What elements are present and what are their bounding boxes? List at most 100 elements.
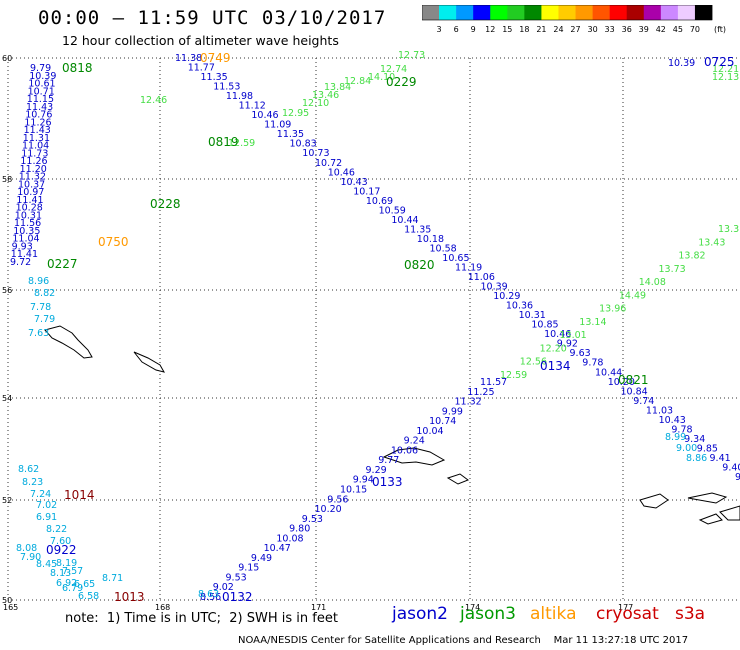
pass-time-label: 0229 [386,75,417,89]
swh-value-label: 10.39 [29,71,56,82]
footnote: note: 1) Time is in UTC; 2) SWH is in fe… [65,611,338,626]
swh-value-label: 10.20 [315,504,342,515]
swh-value-label: 11.03 [646,405,673,416]
swh-value-label: 7.79 [34,314,55,325]
swh-value-label: 7.90 [20,552,41,563]
swh-value-label: 11.43 [26,102,53,113]
colorbar-tick-label: 45 [673,25,683,34]
colorbar-swatch [626,5,645,20]
swh-value-label: 7.63 [28,328,49,339]
swh-value-label: 10.59 [379,205,406,216]
swh-value-label: 7.02 [36,500,57,511]
pass-time-label: 0227 [47,257,78,271]
swh-value-label: 11.04 [22,141,49,152]
swh-value-label: 10.17 [353,186,380,197]
colorbar-tick-label: 27 [570,25,580,34]
swh-value-label: 11.57 [480,377,507,388]
map-title: 00:00 – 11:59 UTC 03/10/2017 [38,7,387,29]
satellite-jason2-label: jason2 [392,604,448,624]
swh-value-label: 13.43 [698,237,725,248]
colorbar-tick-label: 21 [536,25,546,34]
colorbar-swatch [609,5,628,20]
colorbar-tick-label: 30 [587,25,597,34]
pass-time-label: 0820 [404,258,435,272]
island-aleutian-2 [446,473,470,485]
colorbar-tick-label: 36 [622,25,632,34]
colorbar-swatch [473,5,491,20]
swh-value-label: 10.46 [251,110,278,121]
colorbar-tick-label: 18 [519,25,529,34]
swh-value-label: 9.29 [366,465,387,476]
colorbar-swatch [694,5,713,20]
colorbar-swatch [490,5,508,20]
colorbar-swatch [456,5,474,20]
colorbar-tick-label: 24 [553,25,563,34]
swh-value-label: 13.46 [312,90,339,101]
swh-value-label: 8.63 [198,589,219,600]
swh-value-label: 10.65 [442,253,469,264]
swh-value-label: 9.41 [710,453,731,464]
swh-value-label: 10.84 [621,386,648,397]
swh-value-label: 9.78 [582,358,603,369]
swh-value-label: 10.35 [13,226,40,237]
lat-tick-label: 58 [2,175,12,184]
pass-time-label: 0819 [208,135,239,149]
island-alaska-peninsula [44,325,93,359]
swh-value-label: 11.35 [201,72,228,83]
swh-value-label: 12.46 [140,95,167,106]
colorbar-swatch [592,5,610,20]
swh-value-label: 10.69 [366,196,393,207]
swh-value-label: 13.73 [659,264,686,275]
colorbar-swatch [507,5,525,20]
lat-tick-label: 56 [2,286,12,295]
pass-time-label: 0725 [704,55,735,69]
swh-value-label: 10.58 [430,244,457,255]
swh-value-label: 10.28 [16,203,43,214]
swh-value-label: 10.83 [290,139,317,150]
swh-value-label: 11.19 [455,263,482,274]
swh-value-label: 10.47 [264,543,291,554]
colorbar-tick-label: 15 [502,25,512,34]
colorbar-swatch [643,5,662,20]
swh-value-label: 11.77 [188,63,215,74]
island-aleutian-3 [639,493,669,509]
swh-value-label: 11.35 [277,129,304,140]
swh-value-label: 10.61 [28,79,55,90]
satellite-jason3-label: jason3 [460,604,516,624]
swh-value-label: 10.44 [595,367,622,378]
lon-tick-label: 174 [465,603,480,612]
swh-value-label: 13.84 [324,82,351,93]
lat-tick-label: 60 [2,54,12,63]
lat-tick-label: 50 [2,596,12,605]
lon-tick-label: 171 [311,603,326,612]
pass-time-label: 0821 [618,373,649,387]
swh-value-label: 8.08 [16,543,37,554]
swh-value-label: 10.71 [28,86,55,97]
colorbar-swatch [558,5,576,20]
swh-value-label: 14.49 [619,290,646,301]
swh-value-label: 11.25 [467,387,494,398]
swh-value-label: 9.92 [557,339,578,350]
swh-value-label: 12.56 [520,357,547,368]
lat-tick-label: 54 [2,394,12,403]
swh-value-label: 7.60 [50,536,71,547]
swh-value-label: 11.98 [226,91,253,102]
swh-value-label: 10.73 [302,148,329,159]
swh-value-label: 9.49 [251,553,272,564]
swh-value-label: 7.78 [30,302,51,313]
swh-value-label: 8.19 [56,558,77,569]
swh-value-label: 7.57 [62,566,83,577]
colorbar-tick-label: 70 [690,25,700,34]
swh-value-label: 8.23 [22,477,43,488]
swh-value-label: 12.95 [282,108,309,119]
swh-value-label: 7.24 [30,489,51,500]
swh-value-label: 11.04 [12,234,39,245]
pass-time-label: 0133 [372,475,403,489]
swh-value-label: 13.82 [678,251,705,262]
swh-value-label: 9.80 [289,524,310,535]
colorbar-tick-label: 42 [656,25,666,34]
swh-value-label: 11.35 [404,224,431,235]
swh-value-label: 9.56 [327,494,348,505]
swh-value-label: 13.14 [579,317,606,328]
swh-value-label: 10.08 [276,533,303,544]
